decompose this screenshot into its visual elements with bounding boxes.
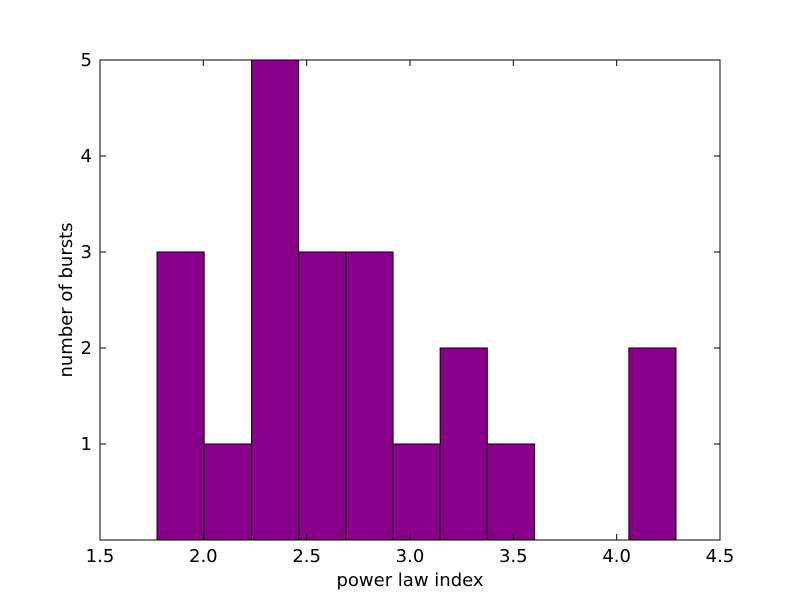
- x-tick-label: 4.5: [706, 546, 735, 567]
- x-tick-label: 4.0: [602, 546, 631, 567]
- y-tick-label: 5: [81, 50, 92, 71]
- y-tick-label: 4: [81, 146, 92, 167]
- y-tick-label: 1: [81, 434, 92, 455]
- bar: [486, 443, 536, 541]
- bar: [250, 59, 300, 541]
- x-axis-label: power law index: [336, 570, 483, 591]
- bar: [439, 347, 488, 541]
- x-tick-label: 2.0: [189, 546, 218, 567]
- bar: [345, 251, 394, 541]
- y-axis-label: number of bursts: [56, 222, 77, 377]
- x-tick-label: 1.5: [86, 546, 115, 567]
- bar: [156, 251, 205, 541]
- bar: [628, 347, 677, 541]
- bar: [298, 251, 347, 541]
- x-tick-label: 3.5: [499, 546, 528, 567]
- bar: [203, 443, 252, 541]
- y-tick-label: 3: [81, 242, 92, 263]
- x-tick-label: 3.0: [396, 546, 425, 567]
- bar: [392, 443, 441, 541]
- x-tick-label: 2.5: [292, 546, 321, 567]
- y-tick-label: 2: [81, 338, 92, 359]
